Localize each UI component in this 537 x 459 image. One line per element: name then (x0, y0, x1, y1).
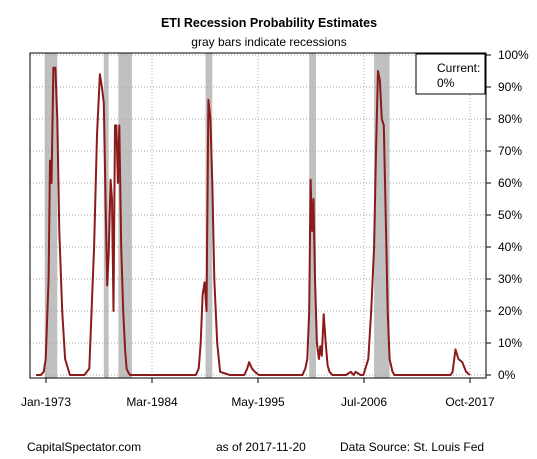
current-legend-box: Current: 0% (415, 53, 486, 95)
footer-source-site: CapitalSpectator.com (27, 440, 141, 454)
y-tick-label-5: 50% (498, 208, 522, 222)
legend-current-label: Current: (437, 61, 480, 75)
y-tick-label-0: 0% (498, 368, 516, 382)
y-tick-label-9: 90% (498, 80, 522, 94)
y-tick-label-3: 30% (498, 272, 522, 286)
x-tick-label-1: Mar-1984 (126, 395, 178, 409)
x-axis: Jan-1973 Mar-1984 May-1995 Jul-2006 Oct-2017 (21, 378, 495, 409)
recession-bar-2 (118, 53, 132, 378)
y-tick-label-1: 10% (498, 336, 522, 350)
series-line-0 (36, 66, 471, 376)
footer-data-source: Data Source: St. Louis Fed (340, 440, 484, 454)
chart-title: ETI Recession Probability Estimates (161, 16, 377, 30)
x-tick-label-2: May-1995 (231, 395, 285, 409)
y-tick-label-10: 100% (498, 48, 529, 62)
x-tick-label-3: Jul-2006 (341, 395, 387, 409)
series-lines (36, 66, 471, 376)
recession-bar-3 (205, 53, 213, 378)
x-tick-label-0: Jan-1973 (21, 395, 71, 409)
y-tick-label-6: 60% (498, 176, 522, 190)
y-tick-label-7: 70% (498, 144, 522, 158)
footer-as-of-date: as of 2017-11-20 (216, 440, 306, 454)
legend-frame (415, 53, 486, 95)
legend-current-value: 0% (437, 76, 455, 90)
y-tick-label-2: 20% (498, 304, 522, 318)
chart-subtitle: gray bars indicate recessions (191, 35, 346, 49)
x-tick-label-4: Oct-2017 (445, 395, 495, 409)
y-tick-label-8: 80% (498, 112, 522, 126)
y-tick-label-4: 40% (498, 240, 522, 254)
y-axis: 0% 10% 20% 30% 40% 50% 60% 70% 80% 90% 100% (486, 48, 529, 382)
